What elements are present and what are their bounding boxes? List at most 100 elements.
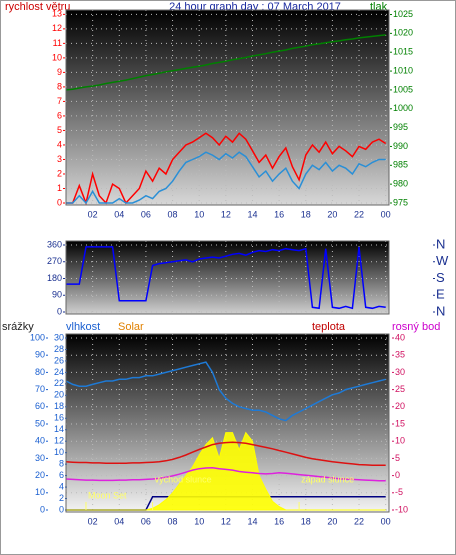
y-tick-label: 20 bbox=[35, 470, 45, 480]
y2-tick-label: 5 bbox=[395, 453, 400, 463]
y2-tick-label: 25 bbox=[395, 384, 405, 394]
x-tick-label: 04 bbox=[114, 516, 124, 526]
y2-tick-label: 1020 bbox=[393, 28, 413, 38]
y2-tick-label: N bbox=[436, 236, 445, 251]
y-tick-label: 5 bbox=[57, 125, 62, 135]
x-tick-label: 20 bbox=[327, 516, 337, 526]
y-tick-label: 90 bbox=[52, 290, 62, 300]
plot-border bbox=[65, 333, 390, 513]
y3-tick-label: 22 bbox=[54, 378, 64, 388]
x-tick-label: 22 bbox=[354, 209, 364, 219]
y-tick-label: 8 bbox=[57, 81, 62, 91]
y-tick-label: 3 bbox=[57, 154, 62, 164]
x-tick-label: 18 bbox=[301, 516, 311, 526]
y3-tick-label: 6 bbox=[59, 470, 64, 480]
y2-tick-label: 15 bbox=[395, 418, 405, 428]
y3-tick-label: 0 bbox=[59, 504, 64, 514]
y-tick-label: 13 bbox=[52, 9, 62, 19]
y-tick-label: 7 bbox=[57, 96, 62, 106]
y2-tick-label: 35 bbox=[395, 350, 405, 360]
y-tick-label: 360 bbox=[47, 239, 62, 249]
y2-tick-label: S bbox=[436, 270, 445, 285]
y3-tick-label: 16 bbox=[54, 413, 64, 423]
y2-tick-label: E bbox=[436, 287, 445, 302]
y3-tick-label: 4 bbox=[59, 481, 64, 491]
y2-tick-label: 975 bbox=[393, 197, 408, 207]
x-tick-label: 10 bbox=[194, 209, 204, 219]
y2-tick-label: N bbox=[436, 303, 445, 318]
plot-background bbox=[66, 10, 389, 205]
y2-tick-label: 0 bbox=[395, 470, 400, 480]
y-tick-label: 0 bbox=[40, 504, 45, 514]
y-tick-label: 0 bbox=[57, 197, 62, 207]
y-tick-label: 9 bbox=[57, 67, 62, 77]
y-tick-label: 100 bbox=[30, 332, 45, 342]
y2-tick-label: 1005 bbox=[393, 84, 413, 94]
y3-tick-label: 14 bbox=[54, 424, 64, 434]
y2-tick-label: 980 bbox=[393, 179, 408, 189]
y-tick-label: 60 bbox=[35, 401, 45, 411]
x-tick-label: 22 bbox=[354, 516, 364, 526]
y-tick-label: 70 bbox=[35, 384, 45, 394]
line bbox=[65, 34, 386, 91]
line bbox=[66, 246, 386, 310]
y-tick-label: 50 bbox=[35, 418, 45, 428]
x-tick-label: 00 bbox=[381, 516, 391, 526]
line bbox=[66, 132, 387, 206]
y3-tick-label: 8 bbox=[59, 459, 64, 469]
annotation: Moon Set bbox=[88, 490, 127, 500]
y2-tick-label: 1000 bbox=[393, 103, 413, 113]
y-tick-label: 6 bbox=[57, 110, 62, 120]
y-tick-label: 0 bbox=[57, 306, 62, 316]
y3-tick-label: 26 bbox=[54, 355, 64, 365]
y3-tick-label: 10 bbox=[54, 447, 64, 457]
y2-tick-label: 990 bbox=[393, 141, 408, 151]
x-tick-label: 06 bbox=[141, 209, 151, 219]
y3-tick-label: 20 bbox=[54, 390, 64, 400]
y-tick-label: 180 bbox=[47, 273, 62, 283]
y-tick-label: 90 bbox=[35, 350, 45, 360]
y-tick-label: 270 bbox=[47, 256, 62, 266]
line bbox=[66, 151, 386, 205]
legend-label: srážky bbox=[2, 321, 34, 333]
x-tick-label: 12 bbox=[221, 209, 231, 219]
y-tick-label: 11 bbox=[53, 38, 62, 48]
y2-tick-label: 30 bbox=[395, 367, 405, 377]
y-tick-label: 12 bbox=[52, 23, 62, 33]
y3-tick-label: 12 bbox=[54, 436, 64, 446]
y-tick-label: 10 bbox=[52, 52, 62, 62]
legend-label: teplota bbox=[312, 321, 346, 333]
plot-background bbox=[66, 241, 389, 314]
line bbox=[65, 361, 386, 422]
line bbox=[65, 441, 386, 467]
y3-tick-label: 2 bbox=[59, 493, 64, 503]
y2-tick-label: 995 bbox=[393, 122, 408, 132]
wind-axis-label: rychlost větru bbox=[5, 1, 70, 13]
y-tick-label: 40 bbox=[35, 436, 45, 446]
y2-tick-label: 20 bbox=[395, 401, 405, 411]
y2-tick-label: 1015 bbox=[393, 47, 413, 57]
y-tick-label: 30 bbox=[35, 453, 45, 463]
x-tick-label: 10 bbox=[194, 516, 204, 526]
x-tick-label: 14 bbox=[247, 516, 257, 526]
y2-tick-label: 40 bbox=[395, 332, 405, 342]
legend-label: Solar bbox=[118, 321, 144, 333]
y3-tick-label: 18 bbox=[54, 401, 64, 411]
y2-tick-label: 1010 bbox=[393, 65, 413, 75]
y3-tick-label: 28 bbox=[54, 344, 64, 354]
x-tick-label: 00 bbox=[381, 209, 391, 219]
y-tick-label: 2 bbox=[57, 168, 62, 178]
y2-tick-label: 10 bbox=[395, 436, 405, 446]
legend-label: vlhkost bbox=[66, 321, 100, 333]
x-tick-label: 08 bbox=[168, 209, 178, 219]
x-tick-label: 06 bbox=[141, 516, 151, 526]
x-tick-label: 02 bbox=[88, 516, 98, 526]
y2-tick-label: 985 bbox=[393, 160, 408, 170]
y-tick-label: 10 bbox=[35, 487, 45, 497]
x-tick-label: 12 bbox=[221, 516, 231, 526]
y2-tick-label: -10 bbox=[395, 504, 408, 514]
x-tick-label: 20 bbox=[327, 209, 337, 219]
annotation: východ slunce bbox=[155, 474, 212, 484]
x-tick-label: 14 bbox=[247, 209, 257, 219]
